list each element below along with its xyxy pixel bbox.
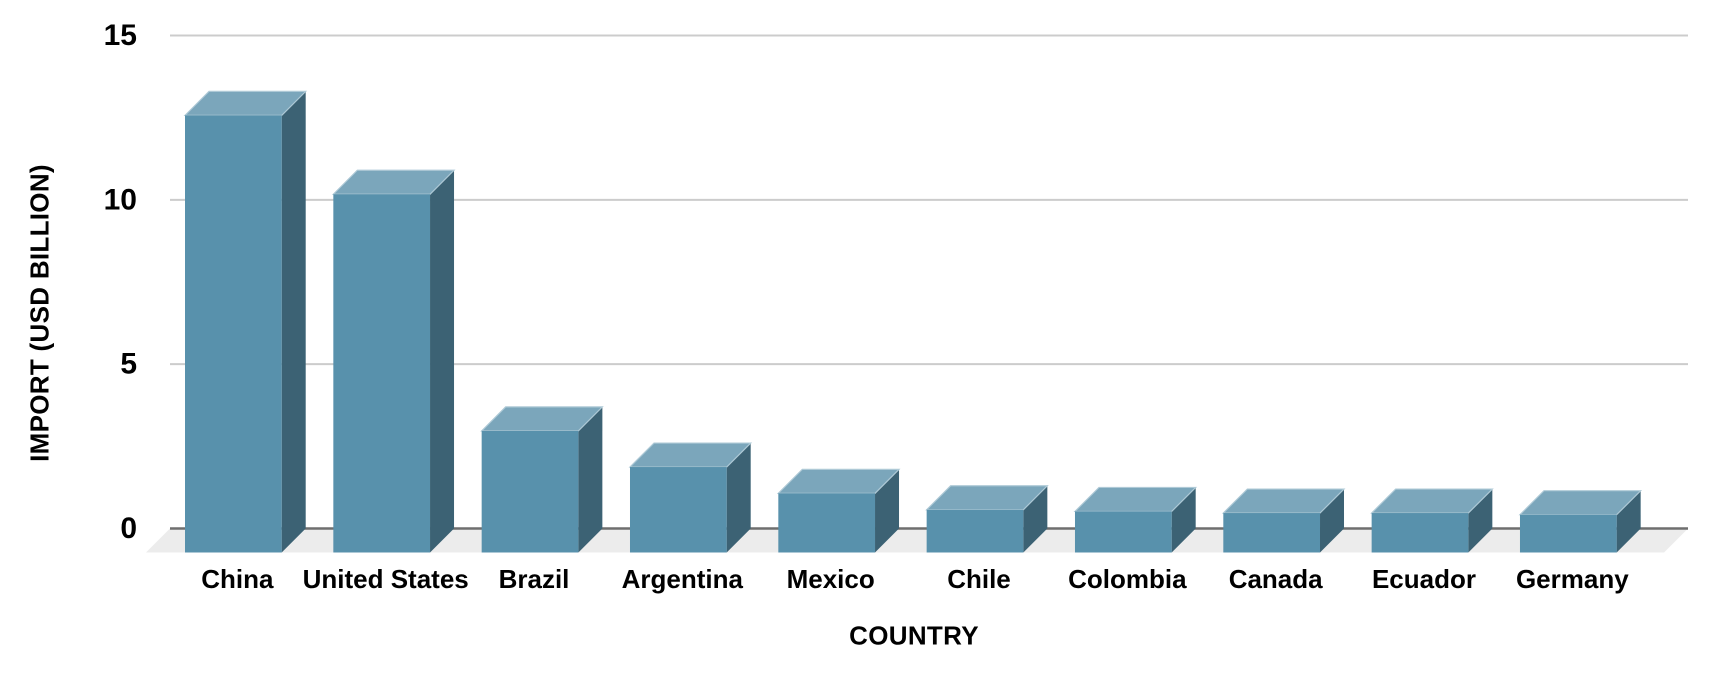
bar-front-face [1074, 511, 1172, 553]
bar-germany [1518, 490, 1643, 553]
bar-colombia [1073, 486, 1198, 553]
bar-canada [1221, 488, 1346, 553]
bar-front-face [629, 467, 727, 553]
bar-side-face [281, 91, 306, 553]
bar-front-face [185, 115, 282, 553]
bar-side-face [875, 469, 900, 553]
bar-china [183, 90, 308, 553]
bar-united-states [331, 169, 456, 553]
category-label-brazil: Brazil [499, 564, 570, 594]
category-label-united-states: United States [303, 564, 469, 594]
category-label-ecuador: Ecuador [1372, 564, 1476, 594]
y-tick-label-0: 0 [120, 512, 137, 545]
bar-argentina [628, 442, 753, 553]
bar-side-face [726, 443, 751, 553]
category-label-chile: Chile [947, 564, 1011, 594]
category-label-germany: Germany [1516, 564, 1629, 594]
bar-front-face [1371, 513, 1469, 553]
bar-side-face [1023, 485, 1048, 553]
bar-side-face [1171, 487, 1196, 553]
bar-ecuador [1370, 488, 1494, 553]
y-tick-label-10: 10 [104, 183, 137, 216]
y-tick-label-5: 5 [120, 348, 137, 381]
bar-brazil [480, 406, 604, 553]
category-label-china: China [201, 564, 274, 594]
bar-mexico [776, 468, 901, 553]
category-label-colombia: Colombia [1068, 564, 1187, 594]
bar-front-face [926, 509, 1024, 553]
bar-side-face [430, 170, 455, 553]
bar-side-face [1616, 490, 1641, 553]
category-label-argentina: Argentina [622, 564, 744, 594]
bar-side-face [578, 406, 603, 553]
bar-front-face [1519, 514, 1617, 553]
bar-side-face [1468, 489, 1493, 553]
category-label-mexico: Mexico [787, 564, 875, 594]
y-tick-label-15: 15 [104, 19, 137, 52]
y-axis-title: IMPORT (USD BILLION) [24, 164, 55, 462]
bar-front-face [481, 430, 579, 553]
bar-chile [925, 485, 1049, 553]
bar-front-face [1223, 513, 1321, 553]
bar-front-face [333, 194, 431, 553]
x-axis-title: COUNTRY [849, 620, 979, 651]
bar-side-face [1320, 489, 1345, 553]
bar-front-face [778, 493, 876, 553]
category-label-canada: Canada [1229, 564, 1323, 594]
